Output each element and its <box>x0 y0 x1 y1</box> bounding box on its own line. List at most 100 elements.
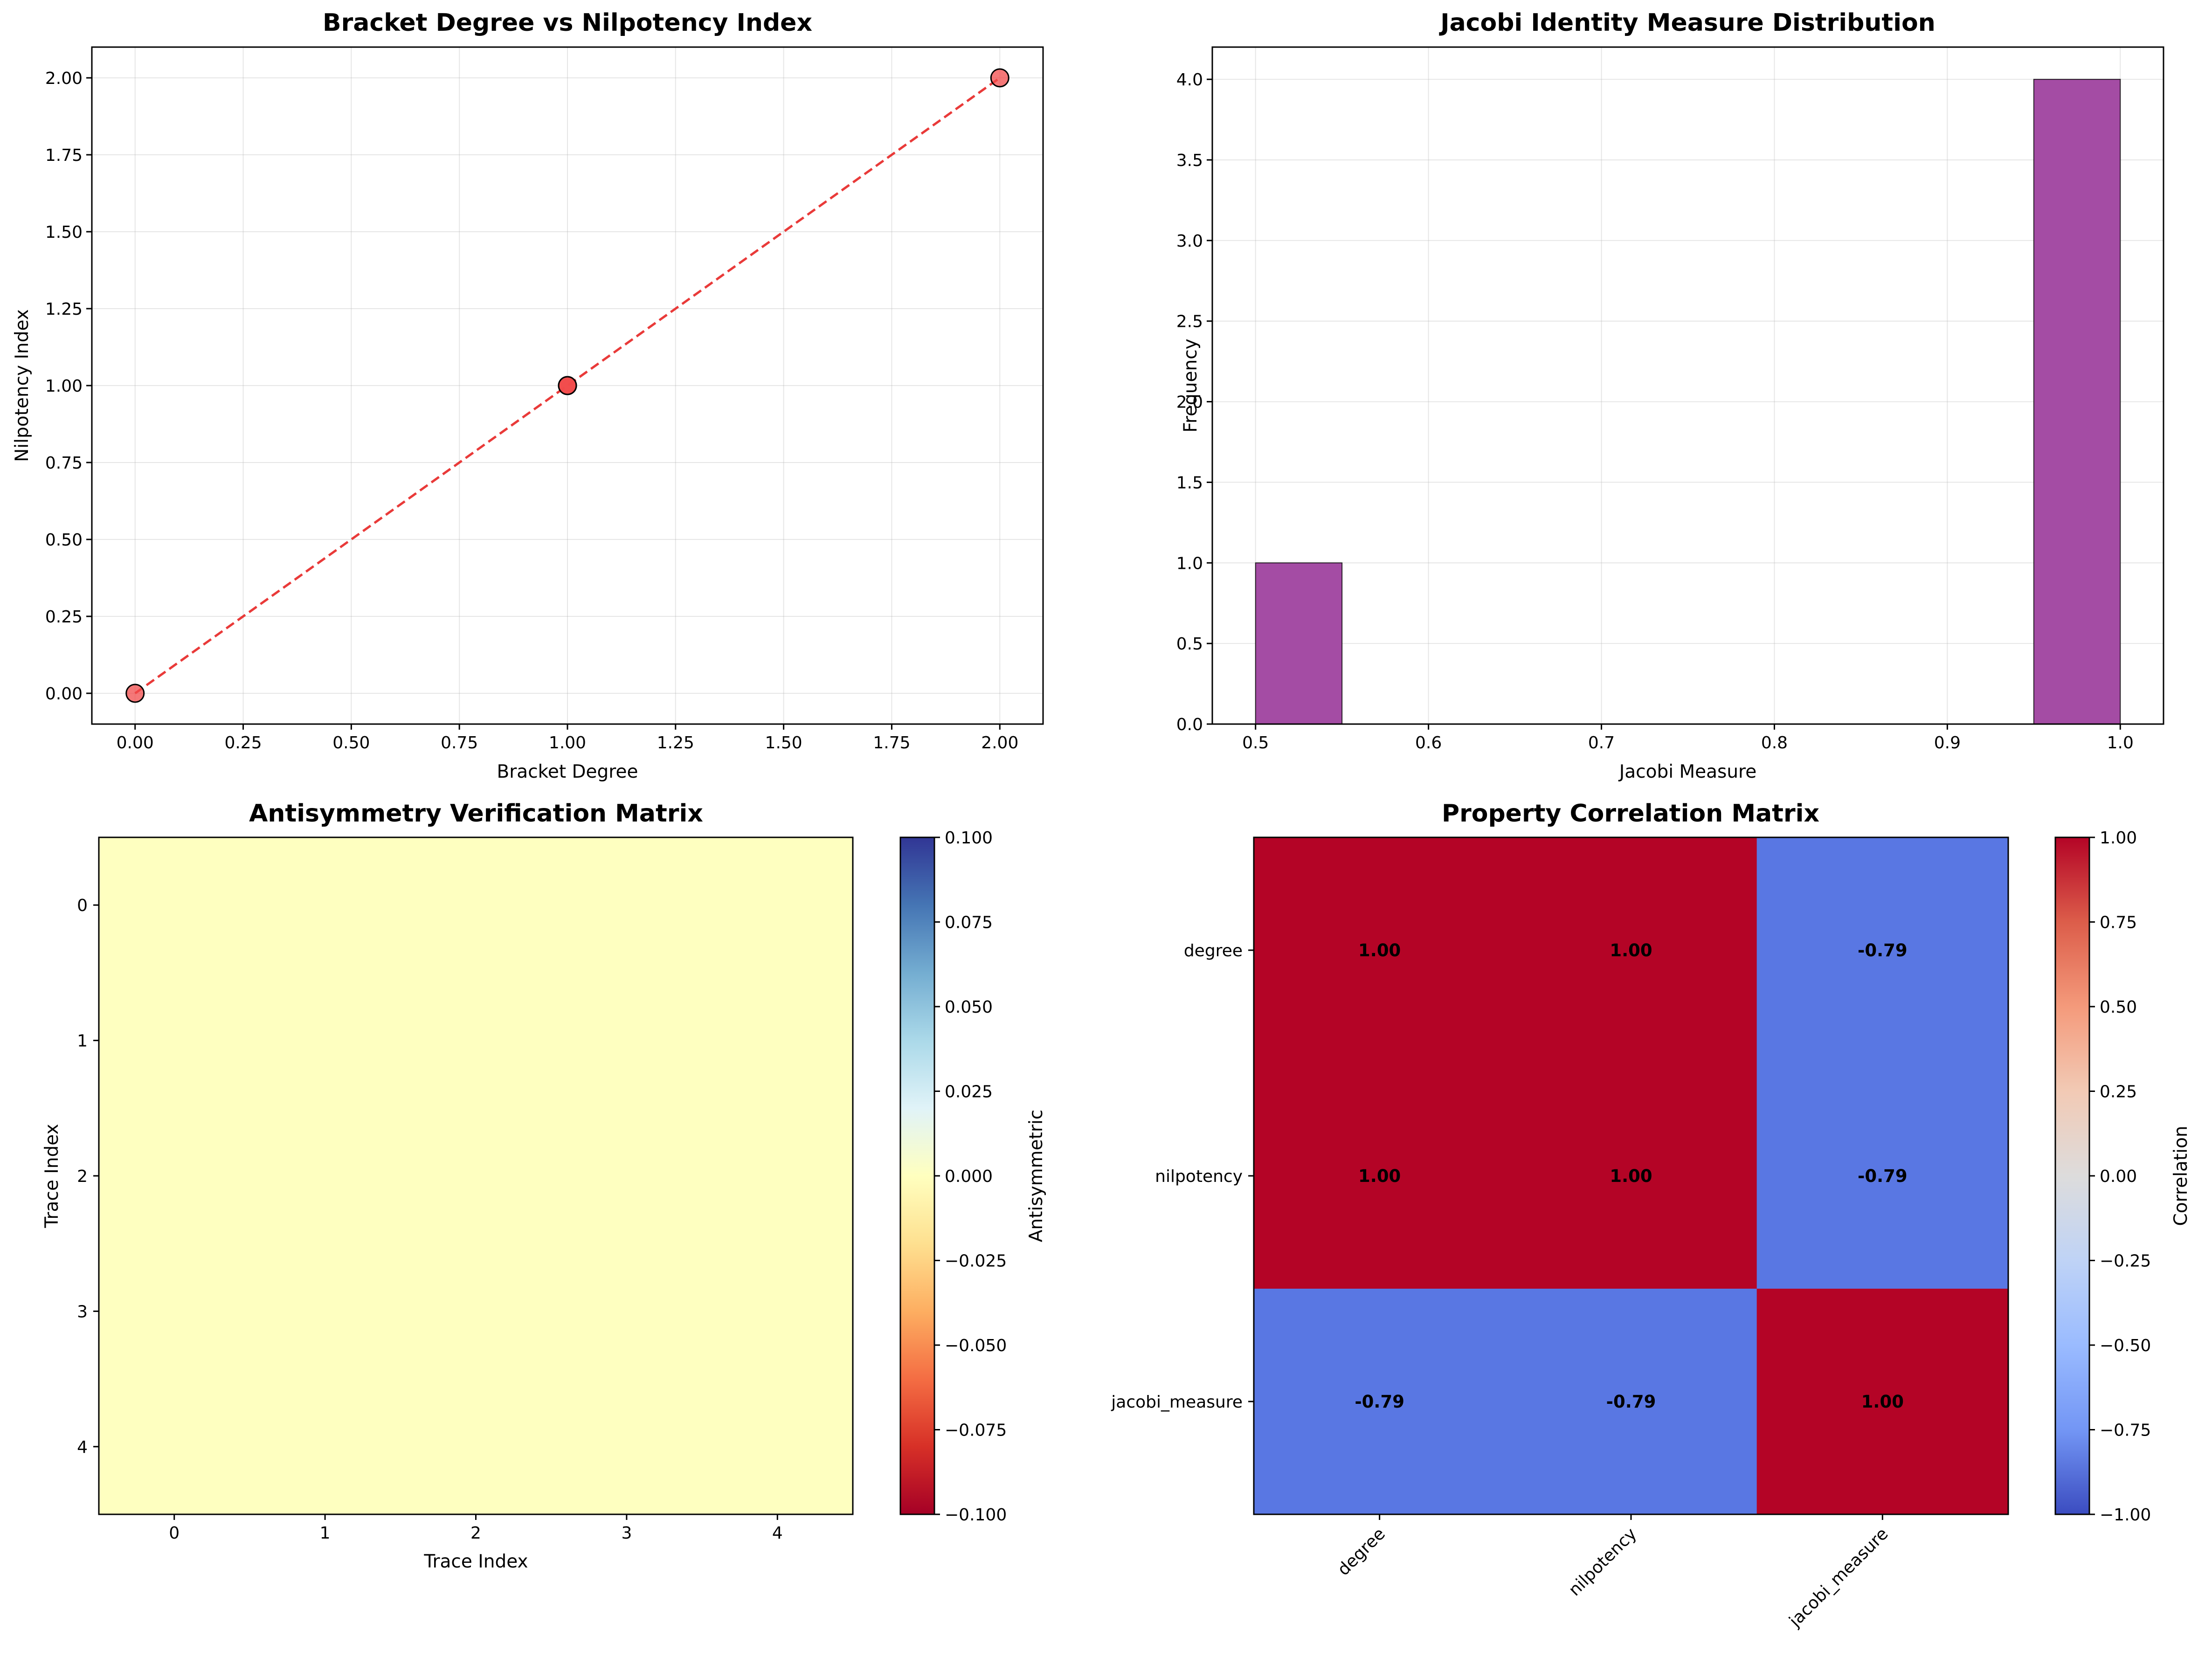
histogram-y-tick-label: 2.0 <box>1176 393 1203 412</box>
histogram-y-tick-label: 3.5 <box>1176 151 1203 170</box>
correlation-colorbar-tick-label: −0.50 <box>2100 1336 2151 1355</box>
histogram-y-ticks: 0.0 0.5 1.0 1.5 2.0 2.5 3.0 3.5 4.0 <box>1176 70 1212 734</box>
scatter-x-tick-label: 0.75 <box>441 733 478 753</box>
histogram-grid <box>1212 47 2164 725</box>
correlation-cell-value: -0.79 <box>1606 1392 1656 1412</box>
scatter-y-tick-label: 1.50 <box>45 223 83 242</box>
antisymmetry-colorbar-ticks: 0.100 0.075 0.050 0.025 0.000 −0.025 −0.050 −0.… <box>934 829 1007 1525</box>
scatter-y-tick-label: 0.75 <box>45 454 83 473</box>
histogram-bars <box>1255 79 2121 725</box>
correlation-colorbar-ticks: 1.00 0.75 0.50 0.25 0.00 −0.25 −0.50 −0.75 −1.00 <box>2089 829 2151 1525</box>
histogram-bar <box>1255 562 1343 725</box>
antisymmetry-x-label: Trace Index <box>423 1551 528 1572</box>
correlation-cell-value: 1.00 <box>1358 1166 1401 1186</box>
correlation-cell <box>1505 1063 1757 1289</box>
antisymmetry-colorbar-tick-label: −0.075 <box>945 1421 1007 1440</box>
correlation-x-tick-label: nilpotency <box>1565 1524 1641 1600</box>
correlation-cell-value: -0.79 <box>1858 940 1908 960</box>
correlation-colorbar-tick-label: 0.75 <box>2100 913 2137 932</box>
antisymmetry-panel: 0 1 2 3 4 0 1 2 3 4 Antisymmetry Verification Ma… <box>41 800 1047 1572</box>
scatter-point <box>558 376 577 395</box>
correlation-cell-labels: 1.00 1.00 -0.79 1.00 1.00 -0.79 -0.79 -0.79 1.00 <box>1355 940 1907 1412</box>
antisymmetry-y-tick-label: 4 <box>77 1438 88 1457</box>
correlation-colorbar <box>2054 836 2090 1515</box>
correlation-cell <box>1254 1063 1506 1289</box>
scatter-y-ticks: 0.00 0.25 0.50 0.75 1.00 1.25 1.50 1.75 2.00 <box>45 69 92 704</box>
antisymmetry-colorbar-tick-label: −0.050 <box>945 1336 1007 1355</box>
histogram-y-tick-label: 0.0 <box>1176 715 1203 734</box>
antisymmetry-colorbar-tick-label: −0.100 <box>945 1505 1007 1525</box>
antisymmetry-colorbar-tick-label: 0.050 <box>945 998 993 1017</box>
scatter-y-tick-label: 1.00 <box>45 377 83 396</box>
scatter-panel: 0.00 0.25 0.50 0.75 1.00 1.25 1.50 1.75 2.00 0.0… <box>12 9 1044 782</box>
antisymmetry-x-tick-label: 1 <box>320 1524 331 1543</box>
histogram-title: Jacobi Identity Measure Distribution <box>1439 9 1936 37</box>
antisymmetry-y-label: Trace Index <box>41 1124 62 1228</box>
scatter-x-tick-label: 1.50 <box>765 733 802 753</box>
scatter-y-tick-label: 1.25 <box>45 300 83 319</box>
antisymmetry-colorbar-tick-label: 0.075 <box>945 913 993 932</box>
correlation-cell-value: 1.00 <box>1358 940 1401 960</box>
antisymmetry-x-tick-label: 3 <box>621 1524 632 1543</box>
histogram-x-label: Jacobi Measure <box>1618 761 1756 782</box>
histogram-x-tick-label: 0.8 <box>1761 733 1788 753</box>
histogram-panel: 0.5 0.6 0.7 0.8 0.9 1.0 0.0 0.5 1.0 1.5 2.0 2.5 3.0… <box>1176 9 2164 782</box>
histogram-x-tick-label: 0.9 <box>1934 733 1961 753</box>
antisymmetry-colorbar-tick-label: 0.100 <box>945 829 993 848</box>
histogram-y-tick-label: 3.0 <box>1176 232 1203 251</box>
scatter-y-label: Nilpotency Index <box>12 309 33 462</box>
correlation-cell <box>1505 837 1757 1063</box>
correlation-colorbar-tick-label: −1.00 <box>2100 1505 2151 1525</box>
scatter-x-tick-label: 0.50 <box>332 733 370 753</box>
scatter-x-tick-label: 0.25 <box>224 733 262 753</box>
scatter-x-label: Bracket Degree <box>497 761 638 782</box>
scatter-title: Bracket Degree vs Nilpotency Index <box>323 9 812 37</box>
correlation-cell <box>1254 1289 1506 1515</box>
correlation-cell-value: 1.00 <box>1861 1392 1904 1412</box>
scatter-point <box>125 684 145 703</box>
antisymmetry-y-ticks: 0 1 2 3 4 <box>77 896 99 1457</box>
scatter-x-ticks: 0.00 0.25 0.50 0.75 1.00 1.25 1.50 1.75 2.00 <box>117 724 1018 753</box>
correlation-panel: 1.00 1.00 -0.791.00 1.00 -0.79-0.79 -0.79 1.00… <box>1111 800 2191 1631</box>
scatter-x-tick-label: 2.00 <box>981 733 1018 753</box>
correlation-y-tick-label: nilpotency <box>1155 1167 1243 1186</box>
antisymmetry-heatmap-cells <box>99 837 853 1514</box>
histogram-x-tick-label: 0.7 <box>1588 733 1615 753</box>
histogram-bar <box>2033 79 2121 725</box>
antisymmetry-y-tick-label: 1 <box>77 1032 88 1051</box>
antisymmetry-colorbar-label: Antisymmetric <box>1026 1110 1047 1243</box>
antisymmetry-y-tick-label: 2 <box>77 1167 88 1186</box>
correlation-cell-value: 1.00 <box>1610 1166 1652 1186</box>
scatter-x-tick-label: 1.75 <box>873 733 910 753</box>
correlation-y-ticks: degree nilpotency jacobi_measure <box>1111 941 1254 1412</box>
antisymmetry-colorbar-tick-label: 0.025 <box>945 1083 993 1102</box>
correlation-x-tick-label: degree <box>1334 1524 1389 1579</box>
correlation-colorbar-tick-label: 0.25 <box>2100 1083 2137 1102</box>
correlation-heatmap-cells <box>1254 837 2009 1515</box>
correlation-cell-value: -0.79 <box>1355 1392 1404 1412</box>
antisymmetry-x-tick-label: 0 <box>169 1524 180 1543</box>
scatter-y-tick-label: 0.25 <box>45 608 83 627</box>
antisymmetry-y-tick-label: 3 <box>77 1302 88 1321</box>
histogram-y-tick-label: 1.0 <box>1176 554 1203 573</box>
histogram-y-tick-label: 2.5 <box>1176 312 1203 331</box>
correlation-cell-value: -0.79 <box>1858 1166 1908 1186</box>
antisymmetry-colorbar-tick-label: 0.000 <box>945 1167 993 1186</box>
correlation-cell-value: 1.00 <box>1610 940 1652 960</box>
histogram-x-tick-label: 0.6 <box>1415 733 1442 753</box>
histogram-x-tick-label: 1.0 <box>2107 733 2134 753</box>
correlation-cell <box>1756 837 2009 1063</box>
antisymmetry-colorbar <box>899 836 935 1515</box>
scatter-point <box>990 68 1009 88</box>
correlation-cell <box>1254 837 1506 1063</box>
histogram-y-tick-label: 1.5 <box>1176 473 1203 492</box>
correlation-x-tick-label: jacobi_measure <box>1785 1524 1892 1631</box>
antisymmetry-x-ticks: 0 1 2 3 4 <box>169 1514 783 1543</box>
antisymmetry-colorbar-tick-label: −0.025 <box>945 1252 1007 1271</box>
antisymmetry-y-tick-label: 0 <box>77 896 88 915</box>
histogram-y-tick-label: 0.5 <box>1176 635 1203 654</box>
correlation-cell <box>1756 1289 2009 1515</box>
correlation-colorbar-tick-label: 0.00 <box>2100 1167 2137 1186</box>
correlation-colorbar-tick-label: 1.00 <box>2100 829 2137 848</box>
scatter-y-tick-label: 0.00 <box>45 684 83 704</box>
